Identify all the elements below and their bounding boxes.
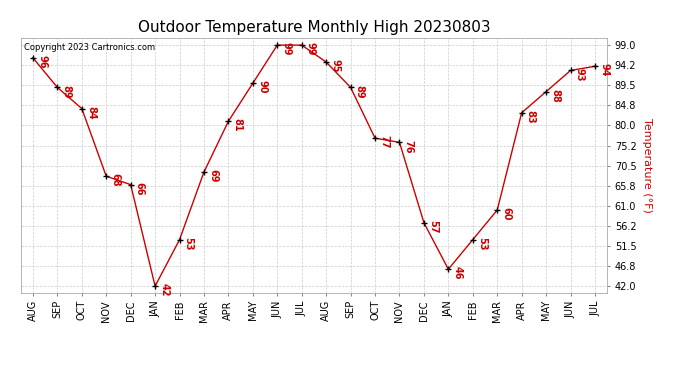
Text: 99: 99 [306, 42, 316, 56]
Text: 93: 93 [575, 68, 584, 81]
Text: 83: 83 [526, 110, 536, 124]
Text: 60: 60 [502, 207, 511, 221]
Text: 66: 66 [135, 182, 145, 195]
Text: 53: 53 [477, 237, 487, 250]
Text: 89: 89 [61, 85, 72, 98]
Text: 95: 95 [331, 59, 340, 73]
Text: 46: 46 [453, 267, 462, 280]
Text: 84: 84 [86, 106, 96, 119]
Text: 69: 69 [208, 169, 218, 183]
Text: 68: 68 [110, 173, 120, 187]
Text: 96: 96 [37, 55, 47, 69]
Text: 77: 77 [380, 135, 389, 149]
Text: 99: 99 [282, 42, 291, 56]
Text: 81: 81 [233, 118, 243, 132]
Y-axis label: Temperature (°F): Temperature (°F) [642, 118, 652, 212]
Text: 76: 76 [404, 140, 413, 153]
Text: 94: 94 [599, 63, 609, 77]
Text: Copyright 2023 Cartronics.com: Copyright 2023 Cartronics.com [23, 43, 155, 52]
Title: Outdoor Temperature Monthly High 20230803: Outdoor Temperature Monthly High 2023080… [137, 20, 491, 35]
Text: 42: 42 [159, 284, 169, 297]
Text: 89: 89 [355, 85, 365, 98]
Text: 53: 53 [184, 237, 194, 250]
Text: 88: 88 [550, 89, 560, 103]
Text: 57: 57 [428, 220, 438, 234]
Text: 90: 90 [257, 80, 267, 94]
